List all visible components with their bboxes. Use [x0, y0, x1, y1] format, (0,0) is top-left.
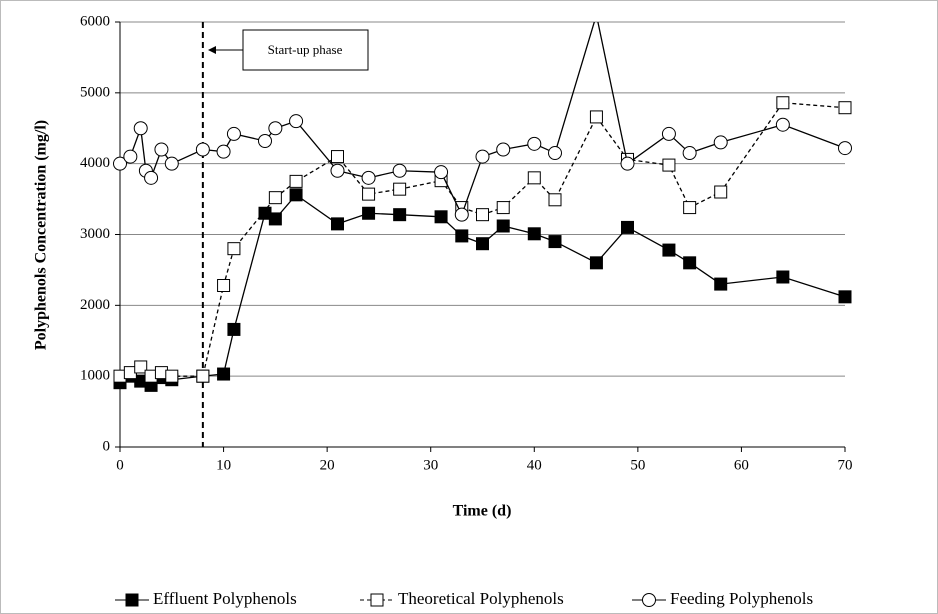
marker — [258, 134, 272, 148]
marker — [268, 191, 282, 205]
y-tick-label: 6000 — [80, 13, 110, 29]
marker — [331, 150, 344, 164]
x-tick-label: 40 — [527, 457, 542, 473]
plot — [113, 8, 852, 392]
marker — [454, 207, 469, 222]
marker — [154, 142, 169, 157]
marker — [713, 135, 728, 150]
marker — [268, 121, 283, 136]
y-tick-label: 5000 — [80, 84, 110, 100]
marker — [434, 165, 449, 180]
y-tick-label: 4000 — [80, 155, 110, 171]
marker — [164, 156, 179, 171]
marker — [776, 96, 790, 110]
legend-label: Feeding Polyphenols — [670, 589, 813, 608]
marker — [682, 146, 697, 161]
marker — [475, 149, 490, 164]
marker — [776, 270, 790, 284]
marker — [661, 126, 676, 141]
marker — [548, 146, 562, 161]
marker — [527, 227, 541, 241]
marker — [621, 220, 634, 234]
marker — [392, 163, 407, 178]
marker — [589, 256, 603, 270]
legend-marker — [642, 593, 656, 607]
x-tick-label: 30 — [423, 457, 438, 473]
marker — [476, 208, 489, 222]
marker — [476, 237, 489, 251]
marker — [144, 170, 159, 185]
y-tick-label: 3000 — [80, 226, 110, 242]
marker — [683, 256, 697, 270]
marker — [838, 141, 852, 156]
marker — [361, 170, 376, 185]
marker — [838, 290, 852, 304]
marker — [216, 144, 231, 159]
y-tick-label: 2000 — [80, 297, 110, 313]
marker — [393, 182, 407, 196]
x-tick-label: 60 — [734, 457, 749, 473]
marker — [217, 279, 231, 292]
x-tick-label: 20 — [320, 457, 335, 473]
marker — [165, 369, 179, 383]
marker — [217, 367, 231, 381]
y-axis-title: Polyphenols Concentration (mg/l) — [33, 120, 50, 350]
marker — [455, 229, 469, 243]
marker — [496, 142, 511, 157]
annotation: Start-up phase — [268, 42, 343, 57]
x-tick-label: 10 — [216, 457, 231, 473]
marker — [196, 369, 210, 383]
marker — [227, 322, 241, 336]
marker — [620, 156, 635, 171]
marker — [662, 158, 676, 172]
marker — [330, 163, 345, 178]
marker — [289, 114, 304, 129]
y-tick-label: 0 — [103, 438, 111, 454]
marker — [714, 277, 728, 291]
marker — [393, 208, 407, 222]
marker — [527, 136, 542, 151]
marker — [362, 206, 376, 220]
legend-marker — [125, 593, 139, 607]
marker — [331, 217, 344, 231]
series-line — [119, 22, 846, 217]
y-tick-label: 1000 — [80, 368, 110, 384]
marker — [714, 185, 728, 199]
marker — [289, 188, 303, 202]
marker — [268, 212, 282, 226]
marker — [134, 360, 148, 374]
marker — [133, 121, 148, 136]
x-tick-label: 0 — [116, 457, 124, 473]
marker — [195, 142, 210, 157]
marker — [662, 243, 676, 257]
x-axis-title: Time (d) — [453, 503, 512, 520]
marker — [589, 110, 603, 124]
marker — [527, 171, 541, 185]
marker — [838, 101, 852, 115]
annotation-box — [242, 29, 369, 71]
x-tick-label: 70 — [838, 457, 853, 473]
x-tick-label: 50 — [630, 457, 645, 473]
arrow-head — [208, 46, 216, 54]
marker — [590, 8, 603, 21]
legend-marker — [370, 593, 384, 607]
marker — [289, 174, 303, 188]
marker — [548, 235, 562, 249]
marker — [227, 242, 241, 256]
legend-label: Effluent Polyphenols — [153, 589, 297, 608]
marker — [113, 156, 127, 171]
marker — [683, 201, 697, 215]
marker — [362, 187, 376, 201]
marker — [226, 126, 241, 141]
marker — [496, 219, 510, 233]
marker — [496, 201, 510, 215]
marker — [434, 210, 448, 224]
marker — [548, 193, 562, 207]
marker — [123, 149, 138, 164]
legend-label: Theoretical Polyphenols — [398, 589, 564, 608]
marker — [775, 117, 790, 132]
